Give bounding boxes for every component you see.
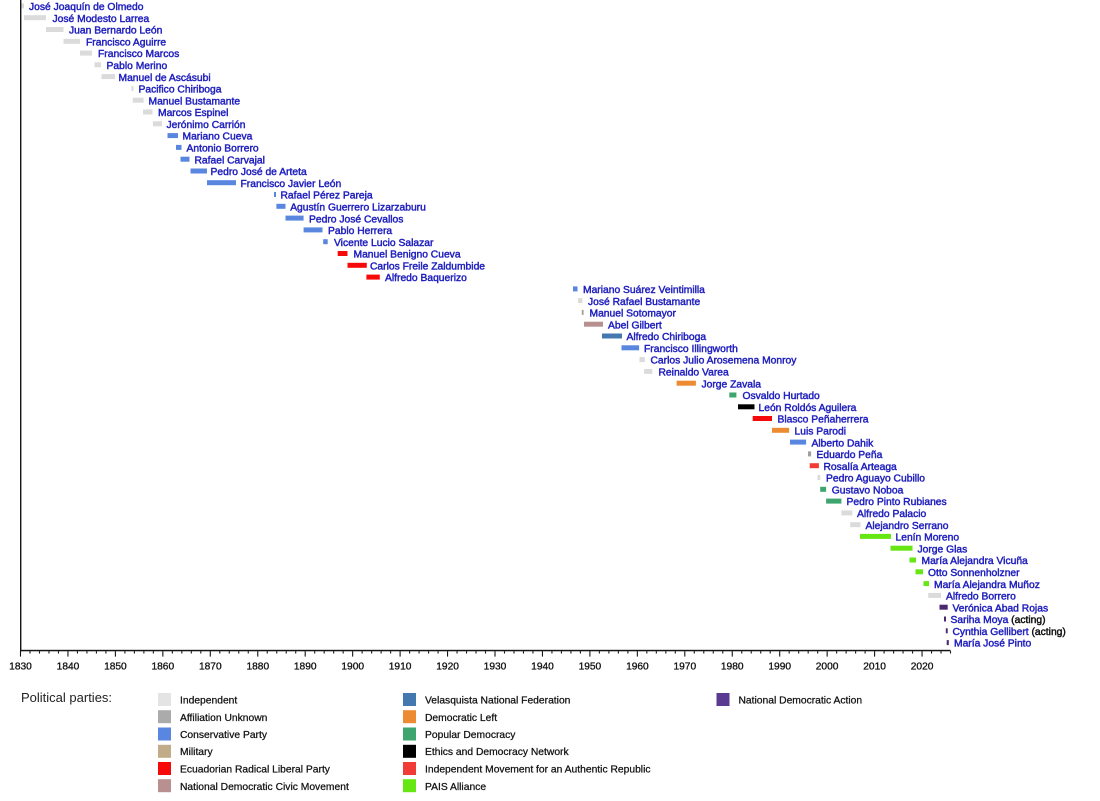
svg-text:José Rafael Bustamante: José Rafael Bustamante [588, 297, 700, 308]
svg-text:María Alejandra Vicuña: María Alejandra Vicuña [922, 556, 1029, 567]
svg-text:1980: 1980 [721, 662, 744, 673]
svg-text:Vicente Lucio Salazar: Vicente Lucio Salazar [334, 238, 434, 249]
svg-text:1910: 1910 [389, 662, 412, 673]
svg-text:Pedro José de Arteta: Pedro José de Arteta [211, 167, 307, 178]
svg-text:1830: 1830 [9, 662, 32, 673]
svg-text:Antonio Borrero: Antonio Borrero [187, 144, 259, 155]
svg-text:Osvaldo Hurtado: Osvaldo Hurtado [743, 391, 821, 402]
svg-text:José Joaquín de Olmedo: José Joaquín de Olmedo [29, 2, 144, 13]
svg-text:Alfredo Baquerizo: Alfredo Baquerizo [385, 273, 467, 284]
svg-text:Otto Sonnenholzner: Otto Sonnenholzner [928, 568, 1020, 579]
svg-text:Rafael Pérez Pareja: Rafael Pérez Pareja [281, 191, 373, 202]
svg-text:1920: 1920 [436, 662, 459, 673]
svg-text:Mariano Cueva: Mariano Cueva [183, 132, 253, 143]
svg-text:Francisco Aguirre: Francisco Aguirre [86, 37, 166, 48]
svg-text:Marcos Espinel: Marcos Espinel [158, 108, 228, 119]
svg-text:Reinaldo Varea: Reinaldo Varea [659, 368, 729, 379]
svg-text:Political parties:: Political parties: [21, 690, 112, 705]
svg-text:Luis Parodi: Luis Parodi [795, 427, 847, 438]
svg-text:1850: 1850 [104, 662, 127, 673]
svg-text:Manuel Benigno Cueva: Manuel Benigno Cueva [354, 250, 461, 261]
svg-text:Independent: Independent [180, 696, 237, 707]
svg-text:María José Pinto: María José Pinto [954, 639, 1032, 650]
svg-text:2020: 2020 [911, 662, 934, 673]
svg-text:Popular Democracy: Popular Democracy [425, 730, 516, 741]
svg-text:1900: 1900 [341, 662, 364, 673]
svg-text:María Alejandra Muñoz: María Alejandra Muñoz [934, 580, 1040, 591]
svg-text:Ethics and Democracy Network: Ethics and Democracy Network [425, 747, 569, 758]
svg-text:Alfredo Chiriboga: Alfredo Chiriboga [627, 332, 707, 343]
svg-text:Rafael Carvajal: Rafael Carvajal [195, 155, 265, 166]
svg-text:Eduardo Peña: Eduardo Peña [817, 450, 883, 461]
svg-text:Pedro Pinto Rubianes: Pedro Pinto Rubianes [847, 497, 947, 508]
svg-text:Francisco Javier León: Francisco Javier León [241, 179, 342, 190]
svg-text:Rosalía Arteaga: Rosalía Arteaga [824, 462, 898, 473]
svg-text:Pablo Herrera: Pablo Herrera [328, 226, 392, 237]
svg-text:Military: Military [180, 747, 213, 758]
svg-text:1940: 1940 [531, 662, 554, 673]
svg-text:National Democratic Action: National Democratic Action [739, 696, 863, 707]
svg-text:Manuel Bustamante: Manuel Bustamante [149, 96, 241, 107]
svg-text:Alfredo Palacio: Alfredo Palacio [857, 509, 927, 520]
svg-text:1930: 1930 [484, 662, 507, 673]
svg-text:2010: 2010 [863, 662, 886, 673]
svg-text:León Roldós Aguilera: León Roldós Aguilera [759, 403, 857, 414]
svg-text:Carlos Freile Zaldumbide: Carlos Freile Zaldumbide [370, 261, 485, 272]
svg-text:José Modesto Larrea: José Modesto Larrea [53, 14, 150, 25]
svg-text:1890: 1890 [294, 662, 317, 673]
svg-text:1870: 1870 [199, 662, 222, 673]
svg-text:Mariano Suárez Veintimilla: Mariano Suárez Veintimilla [583, 285, 705, 296]
svg-text:1950: 1950 [579, 662, 602, 673]
svg-text:Francisco Illingworth: Francisco Illingworth [644, 344, 738, 355]
svg-text:Manuel Sotomayor: Manuel Sotomayor [590, 309, 677, 320]
svg-text:Velasquista National Federatio: Velasquista National Federation [425, 696, 571, 707]
svg-text:Abel Gilbert: Abel Gilbert [608, 320, 662, 331]
svg-text:Jorge Zavala: Jorge Zavala [702, 379, 762, 390]
svg-text:Verónica Abad Rojas: Verónica Abad Rojas [953, 603, 1049, 614]
svg-text:National Democratic Civic Move: National Democratic Civic Movement [180, 782, 349, 793]
svg-text:Pacifico Chiriboga: Pacifico Chiriboga [139, 85, 222, 96]
svg-text:Ecuadorian Radical Liberal Par: Ecuadorian Radical Liberal Party [180, 765, 331, 776]
svg-text:Carlos Julio Arosemena Monroy: Carlos Julio Arosemena Monroy [651, 356, 798, 367]
svg-text:Francisco Marcos: Francisco Marcos [98, 49, 179, 60]
svg-text:PAIS Alliance: PAIS Alliance [425, 782, 486, 793]
svg-text:Jorge Glas: Jorge Glas [918, 544, 968, 555]
svg-text:1880: 1880 [246, 662, 269, 673]
svg-text:1840: 1840 [57, 662, 80, 673]
svg-text:Jerónimo Carrión: Jerónimo Carrión [167, 120, 246, 131]
svg-text:Juan Bernardo León: Juan Bernardo León [69, 26, 163, 37]
svg-text:1860: 1860 [151, 662, 174, 673]
svg-text:1960: 1960 [626, 662, 649, 673]
svg-text:Alejandro Serrano: Alejandro Serrano [866, 521, 949, 532]
svg-text:Independent Movement for an Au: Independent Movement for an Authentic Re… [425, 765, 651, 776]
svg-text:Agustín Guerrero Lizarzaburu: Agustín Guerrero Lizarzaburu [290, 203, 426, 214]
svg-text:Pedro José Cevallos: Pedro José Cevallos [309, 214, 403, 225]
svg-text:2000: 2000 [816, 662, 839, 673]
svg-text:1990: 1990 [768, 662, 791, 673]
svg-text:Alfredo Borrero: Alfredo Borrero [946, 592, 1016, 603]
svg-text:Democratic Left: Democratic Left [425, 713, 497, 724]
svg-text:Cynthia Gellibert (acting): Cynthia Gellibert (acting) [953, 627, 1066, 638]
svg-text:Affiliation Unknown: Affiliation Unknown [180, 713, 268, 724]
svg-text:Gustavo Noboa: Gustavo Noboa [832, 485, 904, 496]
svg-text:Lenín Moreno: Lenín Moreno [896, 533, 960, 544]
svg-text:Conservative Party: Conservative Party [180, 730, 268, 741]
svg-text:1970: 1970 [673, 662, 696, 673]
svg-text:Alberto Dahik: Alberto Dahik [812, 438, 875, 449]
svg-text:Pedro Aguayo Cubillo: Pedro Aguayo Cubillo [826, 474, 925, 485]
svg-text:Manuel de Ascásubi: Manuel de Ascásubi [119, 73, 211, 84]
svg-text:Pablo Merino: Pablo Merino [107, 61, 168, 72]
svg-text:Blasco Peñaherrera: Blasco Peñaherrera [778, 415, 869, 426]
svg-text:Sariha Moya (acting): Sariha Moya (acting) [951, 615, 1046, 626]
